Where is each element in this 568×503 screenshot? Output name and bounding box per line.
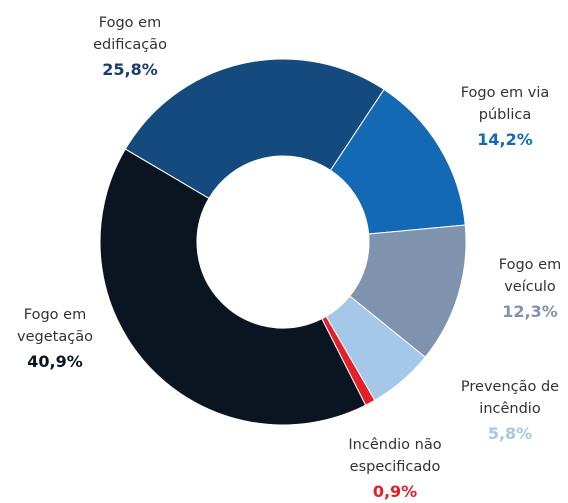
value-label: 0,9% — [372, 482, 418, 501]
value-label: 5,8% — [487, 424, 533, 443]
value-label: 14,2% — [477, 130, 533, 149]
category-label: Prevenção de incêndio — [460, 379, 560, 417]
value-label: 40,9% — [27, 352, 83, 371]
slice-label: Prevenção de incêndio 5,8% — [445, 376, 568, 445]
value-label: 25,8% — [102, 60, 158, 79]
slice-label: Fogo em via pública 14,2% — [450, 82, 560, 151]
slice-label: Incêndio não especificado 0,9% — [335, 434, 455, 503]
category-label: Incêndio não especificado — [348, 437, 442, 475]
value-label: 12,3% — [502, 302, 558, 321]
donut-slice — [329, 88, 466, 235]
slice-label: Fogo em vegetação 40,9% — [5, 304, 105, 373]
donut-slice — [124, 58, 385, 200]
category-label: Fogo em vegetação — [17, 307, 93, 345]
category-label: Fogo em via pública — [460, 85, 550, 123]
slice-label: Fogo em veículo 12,3% — [490, 254, 568, 323]
category-label: Fogo em edificação — [93, 15, 167, 53]
category-label: Fogo em veículo — [498, 257, 562, 295]
donut-slice — [99, 148, 367, 426]
slice-label: Fogo em edificação 25,8% — [75, 12, 185, 81]
